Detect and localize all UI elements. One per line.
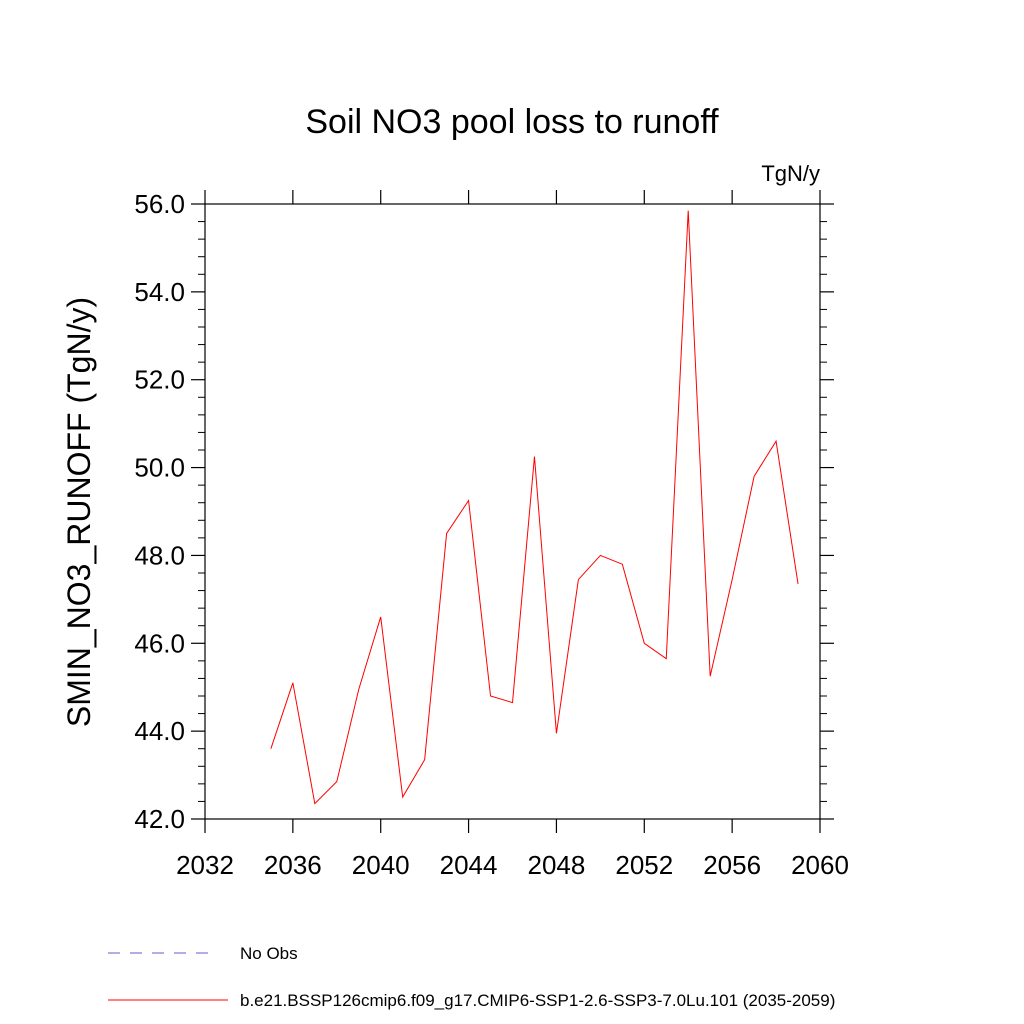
y-tick-label: 44.0 — [134, 716, 185, 746]
x-tick-label: 2056 — [703, 850, 761, 880]
y-tick-labels: 42.0 44.0 46.0 48.0 50.0 52.0 54.0 56.0 — [134, 189, 185, 834]
x-tick-label: 2048 — [528, 850, 586, 880]
chart-title: Soil NO3 pool loss to runoff — [305, 103, 719, 141]
y-tick-label: 56.0 — [134, 189, 185, 219]
legend-label-no-obs: No Obs — [240, 944, 298, 963]
x-tick-label: 2040 — [352, 850, 410, 880]
y-axis-label: SMIN_NO3_RUNOFF (TgN/y) — [61, 297, 97, 727]
x-tick-labels: 2032 2036 2040 2044 2048 2052 2056 2060 — [176, 850, 849, 880]
plot-frame — [204, 203, 821, 820]
y-tick-label: 46.0 — [134, 628, 185, 658]
legend: No Obs b.e21.BSSP126cmip6.f09_g17.CMIP6-… — [108, 944, 835, 1010]
x-tick-label: 2052 — [615, 850, 673, 880]
units-label: TgN/y — [761, 161, 820, 186]
legend-label-model-run: b.e21.BSSP126cmip6.f09_g17.CMIP6-SSP1-2.… — [240, 991, 835, 1010]
x-tick-label: 2044 — [440, 850, 498, 880]
y-tick-label: 54.0 — [134, 277, 185, 307]
series-line — [270, 210, 799, 805]
y-tick-label: 50.0 — [134, 453, 185, 483]
x-tick-label: 2032 — [176, 850, 234, 880]
x-tick-label: 2036 — [264, 850, 322, 880]
x-tick-label: 2060 — [791, 850, 849, 880]
y-tick-label: 42.0 — [134, 804, 185, 834]
y-tick-label: 48.0 — [134, 540, 185, 570]
y-tick-label: 52.0 — [134, 365, 185, 395]
axis-ticks — [191, 190, 834, 833]
series-layer — [270, 210, 799, 805]
